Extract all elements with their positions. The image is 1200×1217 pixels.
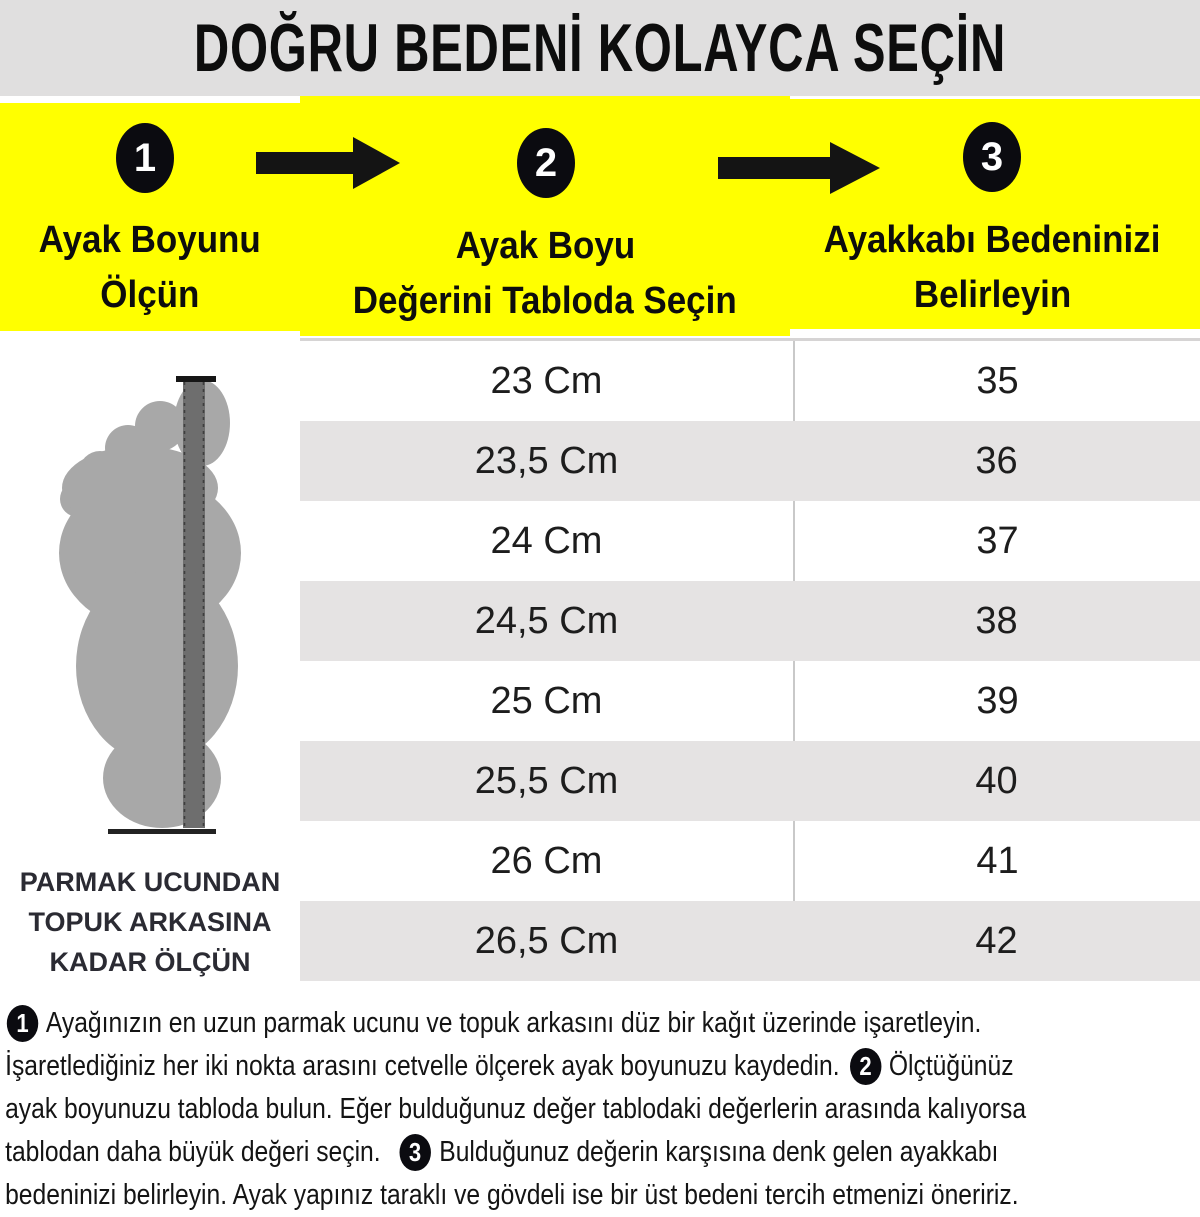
instruction-badge-1-icon: 1 bbox=[6, 1005, 39, 1042]
table-row: 23 Cm 35 bbox=[300, 341, 1200, 421]
step-3-badge: 3 bbox=[963, 122, 1021, 192]
cell-shoe-size: 41 bbox=[976, 839, 1019, 882]
step-2-label: Ayak Boyu Değerini Tabloda Seçin bbox=[295, 219, 795, 329]
step-1-label-line1: Ayak Boyunu bbox=[38, 219, 262, 261]
table-row: 26,5 Cm 42 bbox=[300, 901, 1200, 981]
step-3-label-line2: Belirleyin bbox=[913, 274, 1072, 316]
table-row: 26 Cm 41 bbox=[300, 821, 1200, 901]
step-2-label-line1: Ayak Boyu bbox=[455, 225, 635, 267]
table-row: 25,5 Cm 40 bbox=[300, 741, 1200, 821]
measure-bottom-line bbox=[108, 829, 216, 834]
foot-measure-panel: PARMAK UCUNDAN TOPUK ARKASINA KADAR ÖLÇÜ… bbox=[0, 338, 300, 1002]
cell-shoe-size: 39 bbox=[976, 679, 1019, 722]
step-1-label: Ayak Boyunu Ölçün bbox=[0, 213, 300, 323]
step-3-label-line1: Ayakkabı Bedeninizi bbox=[824, 219, 1161, 261]
arrow-right-icon bbox=[256, 137, 400, 189]
instruction-text: Bulduğunuz değerin karşısına denk gelen … bbox=[439, 1136, 999, 1168]
measure-stripe bbox=[183, 380, 205, 828]
cell-shoe-size: 40 bbox=[975, 759, 1018, 802]
instruction-line: İşaretlediğiniz her iki nokta arasını ce… bbox=[0, 1045, 1020, 1088]
instruction-text: ayak boyunuzu tabloda bulun. Eğer bulduğ… bbox=[5, 1093, 1027, 1125]
instruction-text: bedeninizi belirleyin. Ayak yapınız tara… bbox=[5, 1179, 1019, 1211]
size-table: 23 Cm 35 23,5 Cm 36 24 Cm 37 24,5 Cm 38 … bbox=[300, 338, 1200, 981]
instruction-text: Ölçtüğünüz bbox=[888, 1050, 1014, 1082]
step-2-number: 2 bbox=[534, 140, 558, 185]
instruction-line: bedeninizi belirleyin. Ayak yapınız tara… bbox=[0, 1174, 1020, 1217]
instruction-text: İşaretlediğiniz her iki nokta arasını ce… bbox=[5, 1050, 840, 1082]
cell-foot-length: 24 Cm bbox=[300, 501, 795, 581]
cell-foot-length: 24,5 Cm bbox=[474, 599, 619, 642]
step-1-number: 1 bbox=[133, 135, 157, 180]
step-3-number: 3 bbox=[980, 134, 1004, 179]
cell-foot-length: 25,5 Cm bbox=[474, 759, 619, 802]
cell-foot-length: 26,5 Cm bbox=[474, 919, 619, 962]
instructions-section: 1 Ayağınızın en uzun parmak ucunu ve top… bbox=[0, 1002, 1200, 1217]
foot-illustration bbox=[59, 376, 241, 834]
step-3-label: Ayakkabı Bedeninizi Belirleyin bbox=[785, 213, 1200, 323]
cell-shoe-size: 38 bbox=[975, 599, 1018, 642]
cell-foot-length: 25 Cm bbox=[300, 661, 795, 741]
instruction-badge-3-icon: 3 bbox=[399, 1134, 431, 1171]
step-2-badge: 2 bbox=[517, 128, 575, 198]
table-row: 25 Cm 39 bbox=[300, 661, 1200, 741]
cell-shoe-size: 36 bbox=[975, 439, 1018, 482]
foot-caption-line2: TOPUK ARKASINA bbox=[28, 907, 272, 937]
instruction-text: Ayağınızın en uzun parmak ucunu ve topuk… bbox=[45, 1007, 982, 1039]
cell-shoe-size: 37 bbox=[976, 519, 1019, 562]
cell-shoe-size: 35 bbox=[976, 359, 1019, 402]
cell-foot-length: 23 Cm bbox=[300, 341, 795, 421]
table-row: 23,5 Cm 36 bbox=[300, 421, 1200, 501]
foot-caption-line1: PARMAK UCUNDAN bbox=[19, 867, 281, 897]
instruction-badge-2-icon: 2 bbox=[849, 1048, 882, 1085]
instruction-text: tablodan daha büyük değeri seçin. bbox=[5, 1136, 381, 1168]
cell-foot-length: 23,5 Cm bbox=[474, 439, 619, 482]
steps-band: 1 2 3 Ayak Boyunu Ölçün Ayak Boyu Değeri… bbox=[0, 95, 1200, 338]
foot-shape bbox=[59, 380, 241, 828]
table-row: 24,5 Cm 38 bbox=[300, 581, 1200, 661]
foot-caption-line3: KADAR ÖLÇÜN bbox=[49, 947, 251, 977]
table-row: 24 Cm 37 bbox=[300, 501, 1200, 581]
instruction-line: 1 Ayağınızın en uzun parmak ucunu ve top… bbox=[0, 1002, 1020, 1045]
step-1-label-line2: Ölçün bbox=[100, 274, 200, 316]
instruction-line: tablodan daha büyük değeri seçin. 3 Buld… bbox=[0, 1131, 1020, 1174]
step-1-badge: 1 bbox=[116, 123, 174, 193]
page-title: DOĞRU BEDENİ KOLAYCA SEÇİN bbox=[193, 10, 1007, 86]
instruction-line: ayak boyunuzu tabloda bulun. Eğer bulduğ… bbox=[0, 1088, 1026, 1131]
foot-caption: PARMAK UCUNDAN TOPUK ARKASINA KADAR ÖLÇÜ… bbox=[0, 862, 300, 982]
title-bar: DOĞRU BEDENİ KOLAYCA SEÇİN bbox=[0, 0, 1200, 96]
cell-foot-length: 26 Cm bbox=[300, 821, 795, 901]
cell-shoe-size: 42 bbox=[975, 919, 1018, 962]
measure-top-cap-line bbox=[176, 376, 216, 382]
step-2-label-line2: Değerini Tabloda Seçin bbox=[352, 280, 737, 322]
arrow-right-icon bbox=[718, 142, 880, 194]
